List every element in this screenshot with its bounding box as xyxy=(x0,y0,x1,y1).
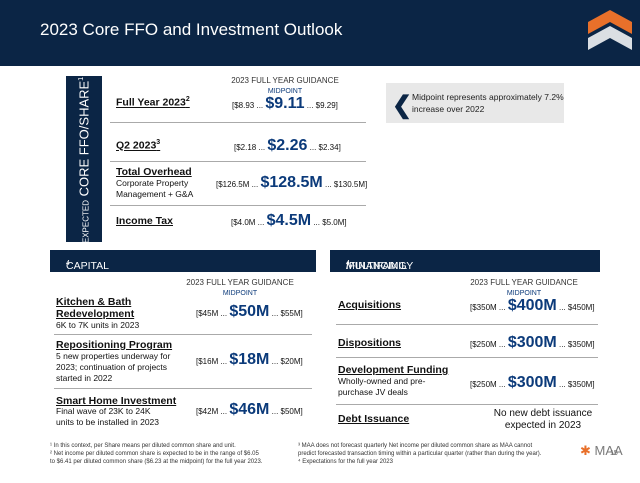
row-title-development-funding: Development Funding xyxy=(338,364,449,376)
range-development-funding: [$250M ... $300M ... $350M] xyxy=(470,374,595,391)
divider xyxy=(336,324,598,325)
row-sub-development-funding: Wholly-owned and pre-purchase JV deals xyxy=(338,376,426,397)
row-title-debt-issuance: Debt Issuance xyxy=(338,413,410,425)
range-overhead: [$126.5M ... $128.5M ... $130.5M] xyxy=(216,174,368,191)
row-title-smart-home: Smart Home Investment xyxy=(56,395,177,407)
guidance-header: 2023 FULL YEAR GUIDANCE xyxy=(231,76,339,85)
row-sub-repositioning: 5 new properties underway for 2023; cont… xyxy=(56,351,171,383)
row-sub-kitchen-bath: 6K to 7K units in 2023 xyxy=(56,320,140,330)
range-dispositions: [$250M ... $300M ... $350M] xyxy=(470,334,595,351)
row-sub-smart-home: Final wave of 23K to 24K units to be ins… xyxy=(56,406,160,427)
range-q2: [$2.18 ... $2.26 ... $2.34] xyxy=(234,137,341,154)
sidebar-label: EXPECTED CORE FFO/SHARE1 xyxy=(76,76,92,244)
range-acquisitions: [$350M ... $400M ... $450M] xyxy=(470,297,595,314)
row-title-overhead: Total Overhead xyxy=(116,166,192,178)
divider xyxy=(54,388,312,389)
chevron-left-icon: ❮ xyxy=(392,92,413,119)
guidance-header: 2023 FULL YEAR GUIDANCE xyxy=(470,278,578,287)
footnotes-left: ¹ In this context, per Share means per d… xyxy=(50,443,263,465)
sidebar-label-panel xyxy=(66,76,102,242)
divider xyxy=(110,122,366,123)
section-header-multifamily: MULTIFAMILY TRANSACTIONS 4/FINANCING xyxy=(330,250,600,284)
range-smart-home: [$42M ... $46M ... $50M] xyxy=(196,401,303,418)
maa-logo-mark-icon xyxy=(588,10,632,50)
row-title-acquisitions: Acquisitions xyxy=(338,299,402,311)
brand-logo: ✱ MAA xyxy=(580,443,623,458)
maa-logo-icon: ✱ xyxy=(580,443,591,458)
divider xyxy=(110,205,366,206)
divider xyxy=(54,334,312,335)
midpoint-label: MIDPOINT xyxy=(222,290,258,297)
page-number: 15 xyxy=(610,450,618,457)
guidance-header: 2023 FULL YEAR GUIDANCE xyxy=(186,278,294,287)
footnotes-right: ³ MAA does not forecast quarterly Net in… xyxy=(298,443,542,465)
row-note-debt-issuance: No new debt issuance expected in 2023 xyxy=(493,408,593,431)
range-full-year: [$8.93 ... $9.11 ... $9.29] xyxy=(232,95,338,112)
callout-box: ❮ Midpoint represents approximately 7.2%… xyxy=(386,83,564,123)
row-title-income-tax: Income Tax xyxy=(116,215,173,227)
row-title-repositioning: Repositioning Program xyxy=(56,339,173,351)
divider xyxy=(110,161,366,162)
header-bar: 2023 Core FFO and Investment Outlook xyxy=(0,0,640,66)
midpoint-label: MIDPOINT xyxy=(267,88,303,95)
midpoint-label: MIDPOINT xyxy=(506,290,542,297)
divider xyxy=(336,357,598,358)
row-title-q2: Q2 20233 xyxy=(116,139,161,152)
row-title-full-year: Full Year 20232 xyxy=(116,96,190,109)
section-header-capital: CAPITAL SPEND INITIATIVES 4 xyxy=(50,250,316,296)
row-sub-overhead: Corporate Property Management + G&A xyxy=(116,178,194,199)
row-title-kitchen-bath: Kitchen & Bath Redevelopment xyxy=(56,296,135,320)
range-repositioning: [$16M ... $18M ... $20M] xyxy=(196,351,303,368)
callout-text: Midpoint represents approximately 7.2% i… xyxy=(412,92,564,114)
range-kitchen-bath: [$45M ... $50M ... $55M] xyxy=(196,303,303,320)
divider xyxy=(336,404,598,405)
row-title-dispositions: Dispositions xyxy=(338,337,402,349)
range-income-tax: [$4.0M ... $4.5M ... $5.0M] xyxy=(231,212,347,229)
page-title: 2023 Core FFO and Investment Outlook xyxy=(40,20,343,39)
